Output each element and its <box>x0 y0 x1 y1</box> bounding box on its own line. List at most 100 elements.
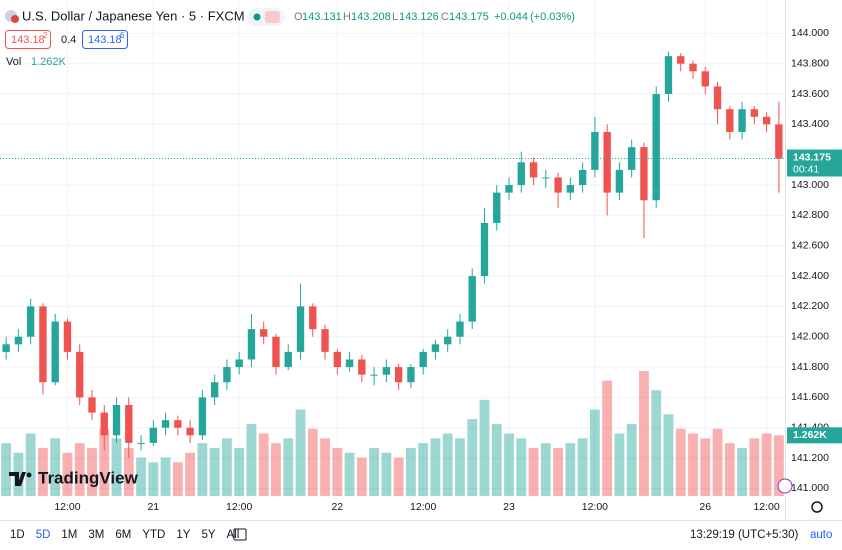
volume-bar <box>38 447 48 496</box>
volume-bar <box>516 438 527 496</box>
ohlc-value: 143.131 <box>302 11 342 23</box>
x-tick-label: 12:00 <box>582 501 608 513</box>
candle-body <box>309 306 317 330</box>
x-tick-label: 12:00 <box>753 501 779 513</box>
volume-bar <box>99 428 110 496</box>
volume-bar <box>381 452 392 496</box>
candle-body <box>321 329 329 352</box>
candle-body <box>260 329 268 337</box>
candle-body <box>358 359 366 375</box>
candle-body <box>382 367 391 375</box>
candle-body <box>247 329 256 360</box>
ohlc-label: O <box>294 11 303 23</box>
plot <box>0 0 785 496</box>
range-button[interactable]: 5D <box>36 529 51 541</box>
candle-body <box>296 306 305 352</box>
volume-bar <box>577 438 588 496</box>
volume-bar <box>724 443 735 496</box>
volume-bar <box>320 438 330 496</box>
volume-bar <box>491 423 502 496</box>
volume-bar <box>246 423 257 496</box>
range-button[interactable]: 3M <box>88 529 104 541</box>
candle-body <box>640 147 648 201</box>
range-button[interactable]: All <box>227 529 240 541</box>
sell-button[interactable] <box>5 30 51 49</box>
volume-bar <box>700 438 711 496</box>
volume-bar <box>675 428 686 496</box>
candle-body <box>726 109 734 132</box>
volume-bar <box>663 414 674 496</box>
candle-body <box>762 116 771 125</box>
buy-price-sub: 6 <box>120 31 125 40</box>
candle-body <box>14 336 23 345</box>
volume-bar <box>639 371 649 496</box>
volume-bar <box>222 438 232 496</box>
candle-body <box>161 420 170 428</box>
candle-body <box>529 162 538 178</box>
volume-bar <box>307 428 318 496</box>
candle-body <box>775 124 783 159</box>
buy-button[interactable] <box>82 30 128 49</box>
calendar-icon[interactable] <box>233 528 247 541</box>
candle-body <box>407 367 415 383</box>
flash-icon[interactable] <box>777 478 793 494</box>
volume-bar <box>50 438 61 496</box>
volume-bar <box>160 457 171 496</box>
volume-bar <box>344 452 355 496</box>
clock: 13:29:19 (UTC+5:30) <box>690 529 799 541</box>
y-tick-label: 143.800 <box>791 57 829 69</box>
candle-body <box>284 351 292 368</box>
range-button[interactable]: 1Y <box>176 529 190 541</box>
volume-bar <box>197 443 208 496</box>
candle-body <box>370 374 378 376</box>
volume-bar <box>553 447 563 496</box>
candle-body <box>112 404 121 436</box>
candle-body <box>51 321 59 383</box>
candle-body <box>235 359 243 368</box>
volume-badge-label: 1.262K <box>793 429 827 441</box>
alert-icon <box>265 11 280 23</box>
candle-body <box>431 344 440 352</box>
range-button[interactable]: 5Y <box>201 529 215 541</box>
volume-bar <box>479 399 490 496</box>
x-tick-label: 23 <box>503 501 515 513</box>
candle-body <box>566 185 575 193</box>
volume-bar <box>332 447 343 496</box>
toolbar: 1D 5D 1M 3M 6M YTD 1Y 5Y All <box>10 529 239 541</box>
x-tick-label: 21 <box>147 501 159 513</box>
range-button[interactable]: 1D <box>10 529 25 541</box>
candle-body <box>2 344 10 352</box>
ohlc-label: C <box>441 11 449 23</box>
volume-bar <box>185 452 196 496</box>
y-tick-label: 142.400 <box>791 270 829 282</box>
candle-body <box>542 177 550 179</box>
y-tick-label: 142.600 <box>791 240 829 252</box>
logo <box>9 472 26 486</box>
logo <box>26 472 32 478</box>
candle-body <box>701 71 709 87</box>
y-tick-label: 143.400 <box>791 118 829 130</box>
sell-price-sub: 2 <box>43 31 48 40</box>
y-tick-label: 142.200 <box>791 300 829 312</box>
volume-bar <box>172 462 183 496</box>
auto-scale[interactable]: auto <box>810 529 832 541</box>
volume-bar <box>369 447 380 496</box>
candle-body <box>591 131 599 170</box>
x-tick-label: 12:00 <box>410 501 436 513</box>
candle-body <box>750 109 759 117</box>
candle-body <box>39 306 47 383</box>
candle-body <box>677 56 685 64</box>
volume-bar <box>614 433 625 496</box>
range-button[interactable]: 6M <box>115 529 131 541</box>
candle-body <box>578 169 587 186</box>
range-button[interactable]: YTD <box>142 529 165 541</box>
volume-value: 1.262K <box>31 56 67 68</box>
watermark: TradingView <box>38 468 139 487</box>
candle-body <box>468 276 476 322</box>
settings-icon[interactable] <box>811 501 823 513</box>
candle-body <box>738 109 746 132</box>
candle-body <box>652 94 660 201</box>
candle-body <box>505 185 513 193</box>
candle-body <box>76 351 84 398</box>
range-button[interactable]: 1M <box>61 529 77 541</box>
